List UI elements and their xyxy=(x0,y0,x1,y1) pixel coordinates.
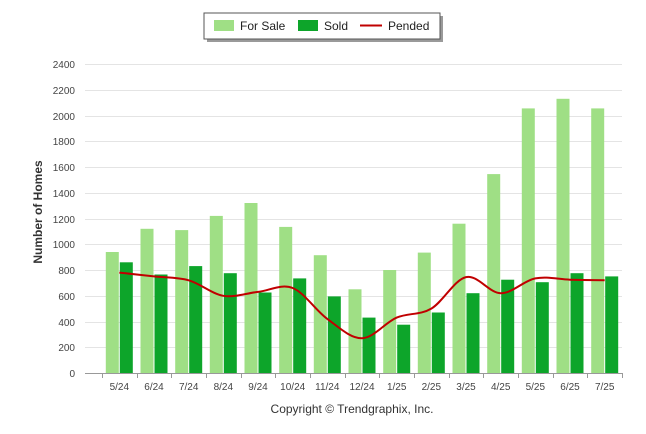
y-tick-label: 1800 xyxy=(53,137,76,148)
bar-sold xyxy=(501,279,515,373)
bar-sold xyxy=(535,282,549,373)
bar-for-sale xyxy=(487,174,501,373)
bar-for-sale xyxy=(591,108,605,374)
y-tick-label: 1200 xyxy=(53,215,76,226)
bar-sold xyxy=(223,273,237,373)
bar-sold xyxy=(293,278,307,373)
copyright-text: Copyright © Trendgraphix, Inc. xyxy=(271,402,434,416)
bar-sold xyxy=(466,293,480,373)
bar-sold xyxy=(258,292,272,373)
y-axis-tick-labels: 0 200 400 600 800 1000 1200 1400 1600 1800 2000 220… xyxy=(53,60,76,380)
bar-sold xyxy=(189,266,203,373)
x-tick-label: 10/24 xyxy=(280,382,305,393)
y-tick-label: 2400 xyxy=(53,60,76,71)
x-axis: 5/24 6/24 7/24 8/24 9/24 10/24 11/24 12/24 1/25 2… xyxy=(85,373,623,393)
y-tick-label: 1000 xyxy=(53,240,76,251)
legend-swatch-sold xyxy=(298,20,318,31)
line-pended xyxy=(119,271,605,340)
bar-for-sale xyxy=(140,228,154,373)
y-tick-label: 200 xyxy=(58,343,75,354)
bars xyxy=(105,98,619,374)
legend-swatch-for-sale xyxy=(214,20,234,31)
bar-for-sale xyxy=(175,230,189,373)
bar-sold xyxy=(154,274,168,373)
x-tick-label: 4/25 xyxy=(491,382,511,393)
x-tick-label: 5/25 xyxy=(526,382,546,393)
legend: For Sale Sold Pended xyxy=(203,12,443,42)
bar-sold xyxy=(605,276,619,373)
y-tick-label: 1600 xyxy=(53,163,76,174)
x-tick-label: 8/24 xyxy=(214,382,234,393)
bar-for-sale xyxy=(279,226,293,373)
bar-for-sale xyxy=(452,223,466,373)
x-tick-label: 6/25 xyxy=(560,382,580,393)
y-tick-label: 1400 xyxy=(53,189,76,200)
bar-for-sale xyxy=(521,108,535,374)
legend-label-pended: Pended xyxy=(388,19,429,33)
bar-sold xyxy=(362,317,376,373)
bar-for-sale xyxy=(244,203,258,373)
legend-box xyxy=(203,12,441,40)
y-tick-label: 400 xyxy=(58,318,75,329)
x-tick-label: 3/25 xyxy=(456,382,476,393)
bar-sold xyxy=(397,324,411,373)
bar-sold xyxy=(327,296,341,373)
pended-line-group xyxy=(119,271,605,340)
bar-for-sale xyxy=(105,252,119,373)
x-tick-label: 11/24 xyxy=(315,382,340,393)
x-tick-label: 7/25 xyxy=(595,382,615,393)
legend-label-sold: Sold xyxy=(324,19,348,33)
y-tick-label: 2000 xyxy=(53,112,76,123)
y-tick-label: 0 xyxy=(69,369,75,380)
y-tick-label: 600 xyxy=(58,292,75,303)
y-axis-title: Number of Homes xyxy=(31,160,45,264)
x-tick-label: 9/24 xyxy=(248,382,268,393)
x-tick-label: 7/24 xyxy=(179,382,199,393)
y-tick-label: 800 xyxy=(58,266,75,277)
bar-sold xyxy=(431,312,445,373)
bar-sold xyxy=(119,262,133,373)
bar-sold xyxy=(570,273,584,373)
x-tick-label: 5/24 xyxy=(110,382,130,393)
x-tick-label: 2/25 xyxy=(422,382,442,393)
bar-for-sale xyxy=(417,252,431,373)
x-tick-label: 6/24 xyxy=(144,382,164,393)
x-tick-label: 1/25 xyxy=(387,382,407,393)
y-tick-label: 2200 xyxy=(53,86,76,97)
bar-for-sale xyxy=(556,98,570,374)
x-tick-label: 12/24 xyxy=(349,382,374,393)
bar-for-sale xyxy=(348,289,362,373)
legend-label-for-sale: For Sale xyxy=(240,19,286,33)
